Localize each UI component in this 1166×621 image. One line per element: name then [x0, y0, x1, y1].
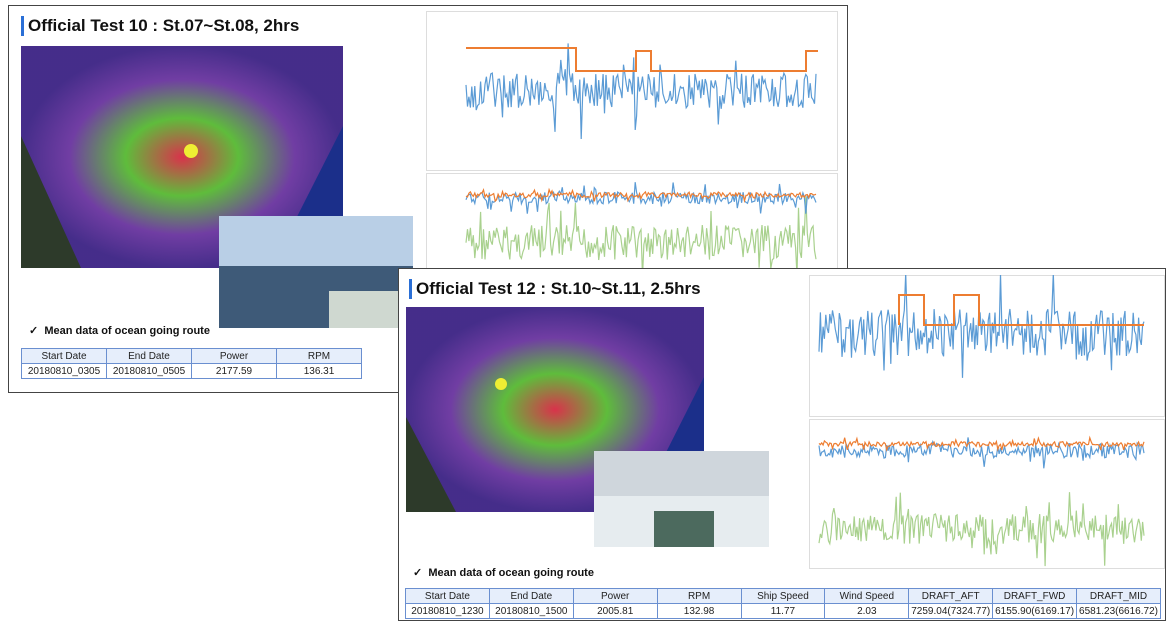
- cell: 6581.23(6616.72): [1077, 604, 1161, 619]
- cell: 7259.04(7324.77): [909, 604, 993, 619]
- cell: 11.77: [741, 604, 825, 619]
- cell: 6155.90(6169.17): [993, 604, 1077, 619]
- cell: 136.31: [277, 364, 362, 379]
- header-cell: DRAFT_AFT: [909, 589, 993, 604]
- header-cell: Start Date: [406, 589, 490, 604]
- header-cell: RPM: [657, 589, 741, 604]
- note-text: Mean data of ocean going route: [44, 325, 210, 337]
- chart-image: [809, 275, 1165, 417]
- header-cell: Start Date: [22, 349, 107, 364]
- header-cell: DRAFT_FWD: [993, 589, 1077, 604]
- cell: 20180810_1500: [489, 604, 573, 619]
- cell: 20180810_1230: [406, 604, 490, 619]
- slide: Official Test 12 : St.10~St.11, 2.5hrs ✓…: [398, 268, 1166, 621]
- slide-title: Official Test 10 : St.07~St.08, 2hrs: [21, 16, 299, 36]
- chart-image: [426, 173, 838, 283]
- slide-title: Official Test 12 : St.10~St.11, 2.5hrs: [409, 279, 701, 299]
- header-cell: End Date: [489, 589, 573, 604]
- photo: [219, 216, 413, 328]
- chart-image: [426, 11, 838, 171]
- cell: 20180810_0505: [107, 364, 192, 379]
- header-cell: Power: [573, 589, 657, 604]
- header-cell: DRAFT_MID: [1077, 589, 1161, 604]
- header-cell: RPM: [277, 349, 362, 364]
- cell: 2.03: [825, 604, 909, 619]
- header-cell: Ship Speed: [741, 589, 825, 604]
- note: ✓ Mean data of ocean going route: [413, 566, 594, 579]
- chart-image: [809, 419, 1165, 569]
- note: ✓ Mean data of ocean going route: [29, 324, 210, 337]
- cell: 20180810_0305: [22, 364, 107, 379]
- cell: 132.98: [657, 604, 741, 619]
- header-cell: Wind Speed: [825, 589, 909, 604]
- cell: 2177.59: [192, 364, 277, 379]
- photo: [594, 451, 769, 547]
- header-cell: Power: [192, 349, 277, 364]
- cell: 2005.81: [573, 604, 657, 619]
- page: Official Test 10 : St.07~St.08, 2hrs ✓ M…: [0, 0, 1166, 621]
- header-cell: End Date: [107, 349, 192, 364]
- note-text: Mean data of ocean going route: [428, 567, 594, 579]
